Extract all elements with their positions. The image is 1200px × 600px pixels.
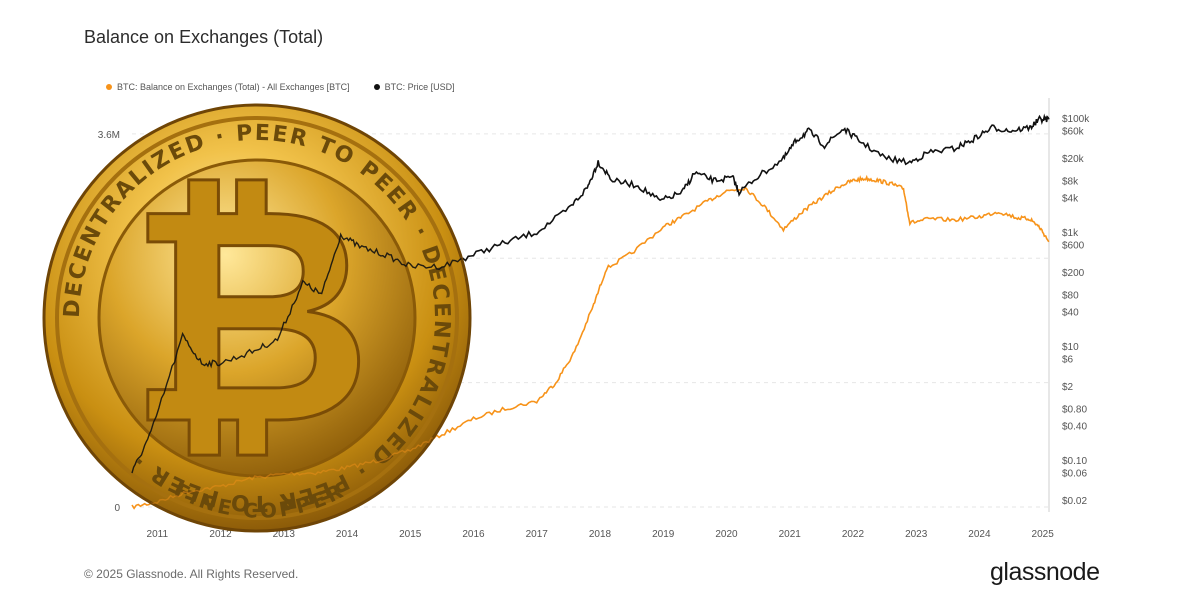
x-tick-label: 2022 xyxy=(842,529,865,540)
right-tick-label: $0.10 xyxy=(1062,456,1087,467)
right-tick-label: $100k xyxy=(1062,114,1090,125)
right-tick-label: $2 xyxy=(1062,382,1074,393)
x-tick-label: 2015 xyxy=(399,529,422,540)
x-tick-label: 2024 xyxy=(968,529,991,540)
right-tick-label: $600 xyxy=(1062,241,1085,252)
right-tick-label: $60k xyxy=(1062,127,1085,138)
legend-item-price[interactable]: BTC: Price [USD] xyxy=(373,82,455,92)
x-tick-label: 2023 xyxy=(905,529,928,540)
copyright-footer: © 2025 Glassnode. All Rights Reserved. xyxy=(84,567,299,581)
right-tick-label: $200 xyxy=(1062,268,1085,279)
x-tick-label: 2019 xyxy=(652,529,675,540)
x-tick-label: 2025 xyxy=(1032,529,1055,540)
right-tick-label: $0.02 xyxy=(1062,496,1087,507)
x-tick-label: 2013 xyxy=(273,529,296,540)
chart-title: Balance on Exchanges (Total) xyxy=(84,27,324,47)
x-axis-ticks: 2011 2012 2013 2014 2015 2016 2017 2018 2019 2020… xyxy=(147,529,1055,540)
x-tick-label: 2020 xyxy=(715,529,738,540)
x-tick-label: 2017 xyxy=(526,529,549,540)
series-line-price-overlay xyxy=(131,113,470,474)
bitcoin-coin-image: DECENTRALIZED · PEER TO PEER · DECENTRAL… xyxy=(42,103,472,533)
legend-label-price: BTC: Price [USD] xyxy=(384,82,455,92)
coin-edge-ring xyxy=(55,116,459,520)
bitcoin-symbol-icon: ₿ xyxy=(128,142,372,491)
right-tick-label: $1k xyxy=(1062,228,1079,239)
coin-face xyxy=(97,158,417,478)
x-tick-label: 2014 xyxy=(336,529,359,540)
right-tick-label: $80 xyxy=(1062,291,1079,302)
x-tick-label: 2011 xyxy=(147,529,169,540)
series-line-balance-overlay xyxy=(131,175,470,510)
x-tick-label: 2018 xyxy=(589,529,612,540)
x-tick-label: 2021 xyxy=(779,529,802,540)
x-tick-label: 2012 xyxy=(209,529,232,540)
right-axis-ticks: $100k $60k $20k $8k $4k $1k $600 $200 $80 $40 $10 $… xyxy=(1062,114,1090,507)
legend-label-balance: BTC: Balance on Exchanges (Total) - All … xyxy=(117,82,350,92)
right-tick-label: $10 xyxy=(1062,342,1079,353)
chart-legend: BTC: Balance on Exchanges (Total) - All … xyxy=(106,82,455,92)
legend-swatch-balance xyxy=(106,84,112,90)
coin-overlay-series xyxy=(131,113,470,510)
x-tick-label: 2016 xyxy=(462,529,485,540)
right-tick-label: $4k xyxy=(1062,194,1079,205)
right-tick-label: $0.06 xyxy=(1062,469,1087,480)
right-tick-label: $20k xyxy=(1062,154,1085,165)
legend-item-balance[interactable]: BTC: Balance on Exchanges (Total) - All … xyxy=(106,82,350,92)
glassnode-logo[interactable]: glassnode xyxy=(990,558,1100,586)
right-tick-label: $40 xyxy=(1062,308,1079,319)
left-tick-label: 3.6M xyxy=(98,130,120,141)
left-tick-label: 0 xyxy=(114,503,120,514)
right-tick-label: $0.80 xyxy=(1062,405,1087,416)
right-tick-label: $6 xyxy=(1062,355,1074,366)
right-tick-label: $0.40 xyxy=(1062,422,1087,433)
right-tick-label: $8k xyxy=(1062,177,1079,188)
legend-swatch-price xyxy=(373,84,380,90)
